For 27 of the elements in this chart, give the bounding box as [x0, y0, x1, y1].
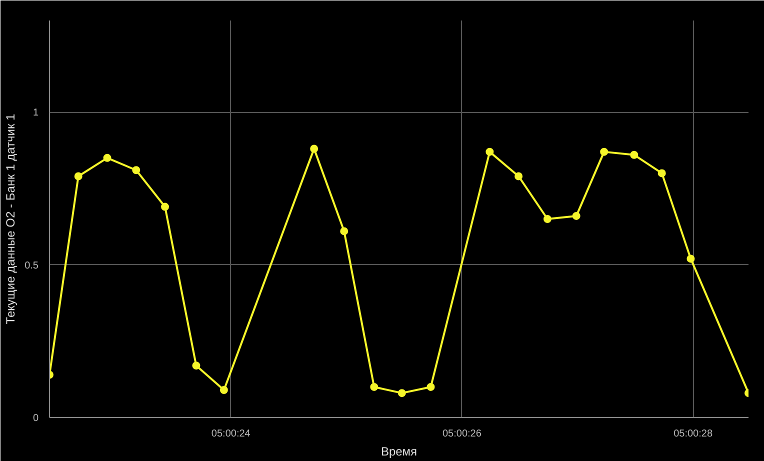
point — [132, 166, 140, 174]
point — [310, 144, 318, 153]
y-axis-title: Текущие данные O2 - Банк 1 датчик 1 — [4, 113, 18, 324]
x-axis-title: Время — [380, 444, 418, 458]
point — [103, 154, 112, 162]
point — [220, 386, 228, 394]
point — [686, 254, 695, 263]
x-tick-label: 05:00:26 — [442, 428, 482, 440]
point — [74, 172, 82, 180]
y-tick-label: 0.5 — [24, 260, 39, 272]
x-tick-label: 05:00:28 — [674, 428, 713, 440]
point — [426, 382, 435, 391]
point — [514, 172, 523, 180]
point — [658, 169, 666, 178]
y-tick-label: 1 — [32, 108, 39, 119]
y-tick-label: 0 — [32, 413, 39, 424]
point — [340, 227, 348, 236]
point — [370, 382, 378, 391]
x-tick-label: 05:00:24 — [211, 428, 251, 440]
point — [630, 150, 638, 159]
point — [161, 202, 170, 211]
point — [486, 148, 494, 156]
point — [572, 212, 580, 220]
point — [192, 362, 200, 370]
point — [600, 148, 608, 156]
point — [543, 215, 552, 223]
point — [398, 389, 406, 398]
